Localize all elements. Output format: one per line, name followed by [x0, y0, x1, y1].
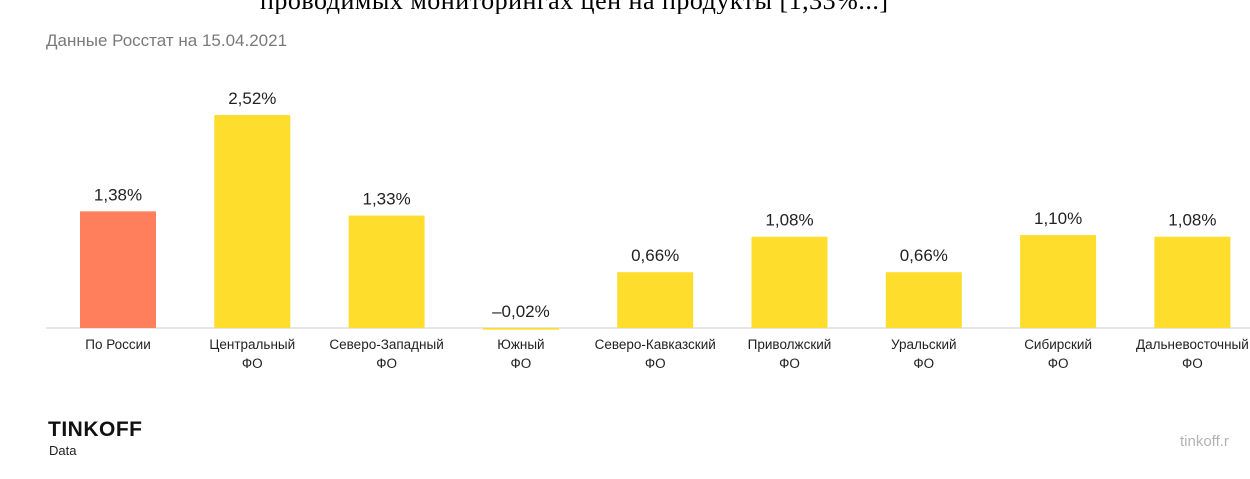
bar-value-label: 1,08% — [765, 211, 813, 230]
category-label: Приволжский — [748, 337, 832, 352]
bars-group: 1,38% По России 2,52% Центральный ФО 1,33% Сев… — [80, 89, 1249, 371]
bar-value-label: 1,08% — [1168, 211, 1216, 230]
bar — [214, 115, 291, 328]
brand-subtitle: Data — [49, 443, 77, 458]
category-label: Южный — [497, 337, 544, 352]
bar — [1154, 236, 1231, 328]
bar-value-label: 2,52% — [228, 89, 276, 108]
cropped-header-text: проводимых мониторингах цен на продукты … — [260, 0, 1240, 14]
category-label: ФО — [645, 356, 666, 371]
category-label: Центральный — [209, 337, 295, 352]
category-label: ФО — [511, 356, 532, 371]
bar-value-label: 0,66% — [631, 246, 679, 265]
site-watermark: tinkoff.r — [1180, 433, 1229, 450]
bar — [80, 211, 156, 328]
bar — [348, 215, 425, 328]
category-label: ФО — [242, 356, 263, 371]
category-label: Сибирский — [1024, 337, 1092, 352]
category-label: ФО — [779, 356, 800, 371]
category-label: ФО — [376, 356, 397, 371]
chart-source-subtitle: Данные Росстат на 15.04.2021 — [46, 31, 288, 50]
category-label: Дальневосточный — [1136, 337, 1249, 352]
bar — [751, 236, 828, 328]
category-label: ФО — [1048, 356, 1069, 371]
bar-value-label: 1,33% — [362, 190, 410, 209]
category-label: Северо-Западный — [329, 337, 443, 352]
bar — [885, 272, 962, 328]
bar-value-label: –0,02% — [492, 302, 550, 321]
brand-logo-text: TINKOFF — [48, 418, 143, 441]
bar-value-label: 1,10% — [1034, 209, 1082, 228]
bar — [1020, 235, 1097, 328]
bar — [482, 328, 559, 330]
bar — [617, 272, 694, 328]
bar-value-label: 0,66% — [900, 246, 948, 265]
category-label: Уральский — [891, 337, 957, 352]
category-label: ФО — [1182, 356, 1203, 371]
category-label: ФО — [913, 356, 934, 371]
category-label: По России — [85, 337, 150, 352]
category-label: Северо-Кавказский — [595, 337, 716, 352]
bar-value-label: 1,38% — [94, 185, 142, 204]
